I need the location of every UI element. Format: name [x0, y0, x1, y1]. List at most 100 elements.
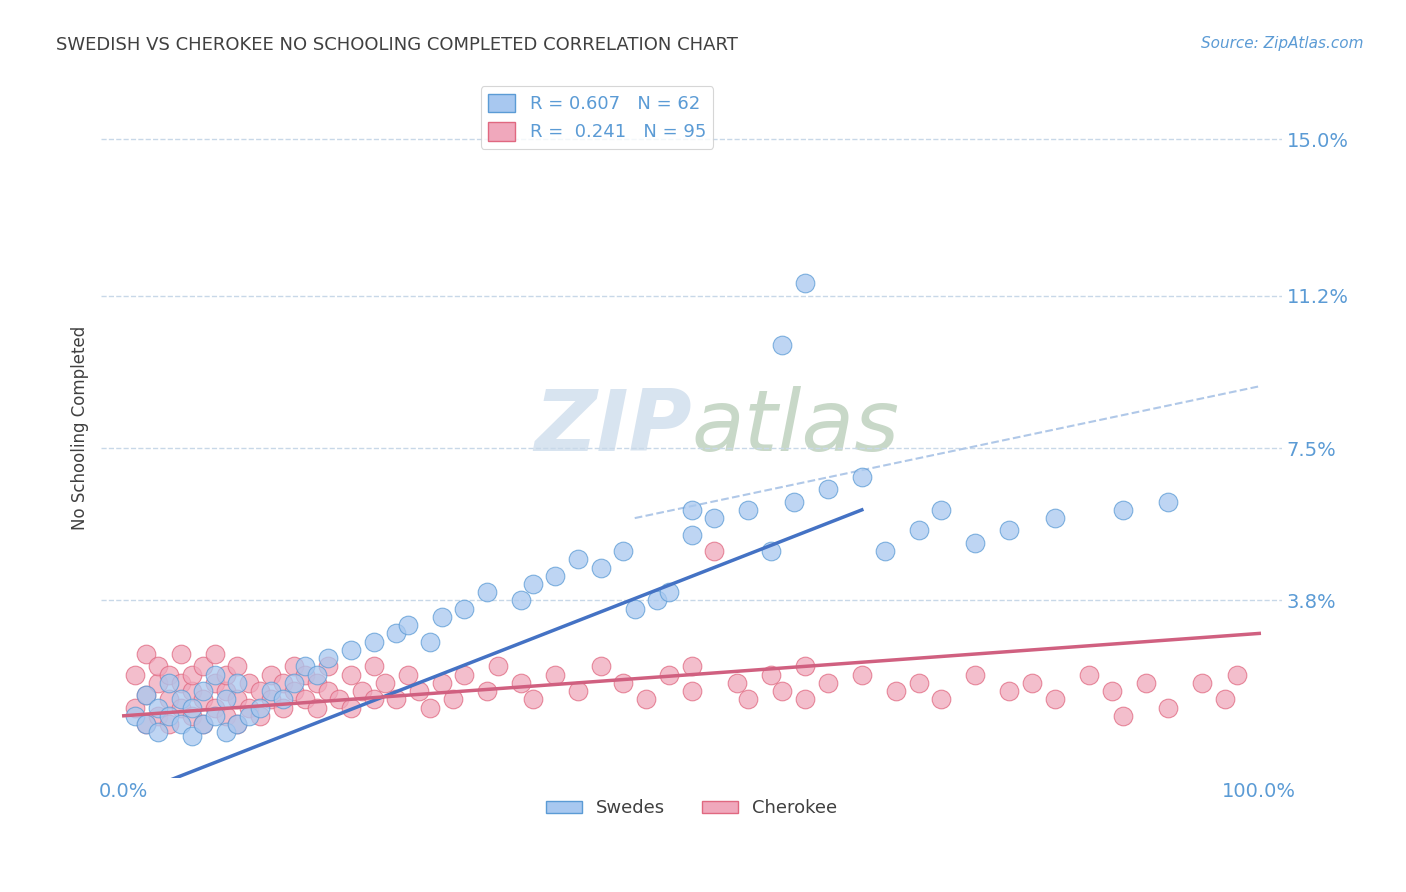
Point [681, 503, 703, 517]
Point [430, 610, 453, 624]
Point [260, 684, 283, 698]
Point [271, 692, 294, 706]
Point [135, 647, 157, 661]
Point [340, 700, 363, 714]
Point [238, 708, 260, 723]
Point [180, 700, 202, 714]
Point [146, 676, 169, 690]
Point [770, 338, 793, 352]
Point [294, 659, 316, 673]
Point [157, 667, 180, 681]
Point [636, 692, 658, 706]
Point [180, 684, 202, 698]
Point [316, 659, 339, 673]
Point [965, 536, 987, 550]
Point [1157, 700, 1180, 714]
Point [998, 524, 1021, 538]
Point [260, 667, 283, 681]
Point [475, 684, 498, 698]
Point [249, 684, 271, 698]
Point [283, 676, 305, 690]
Point [204, 700, 226, 714]
Point [226, 692, 249, 706]
Point [271, 676, 294, 690]
Point [169, 692, 191, 706]
Point [1101, 684, 1123, 698]
Point [146, 659, 169, 673]
Point [737, 692, 759, 706]
Point [305, 700, 328, 714]
Point [510, 593, 533, 607]
Point [204, 708, 226, 723]
Point [157, 692, 180, 706]
Point [737, 503, 759, 517]
Point [441, 692, 464, 706]
Y-axis label: No Schooling Completed: No Schooling Completed [72, 326, 89, 530]
Point [929, 692, 952, 706]
Point [430, 676, 453, 690]
Point [215, 684, 238, 698]
Point [396, 667, 419, 681]
Point [1021, 676, 1043, 690]
Point [193, 717, 215, 731]
Point [681, 659, 703, 673]
Point [794, 692, 817, 706]
Point [316, 651, 339, 665]
Point [169, 647, 191, 661]
Point [1043, 511, 1066, 525]
Point [385, 692, 408, 706]
Point [725, 676, 748, 690]
Point [135, 688, 157, 702]
Point [180, 667, 202, 681]
Point [283, 684, 305, 698]
Point [851, 667, 873, 681]
Point [510, 676, 533, 690]
Point [907, 676, 929, 690]
Point [929, 503, 952, 517]
Point [193, 717, 215, 731]
Point [294, 692, 316, 706]
Point [124, 700, 146, 714]
Point [226, 676, 249, 690]
Point [135, 688, 157, 702]
Point [612, 676, 634, 690]
Point [169, 676, 191, 690]
Point [817, 676, 839, 690]
Point [260, 692, 283, 706]
Point [408, 684, 430, 698]
Point [180, 730, 202, 744]
Point [783, 494, 806, 508]
Point [817, 483, 839, 497]
Point [770, 684, 793, 698]
Point [193, 684, 215, 698]
Point [544, 568, 567, 582]
Point [794, 277, 817, 291]
Point [193, 692, 215, 706]
Point [124, 667, 146, 681]
Point [522, 692, 544, 706]
Point [215, 692, 238, 706]
Point [124, 708, 146, 723]
Point [419, 634, 441, 648]
Point [488, 659, 510, 673]
Text: atlas: atlas [692, 386, 900, 469]
Point [340, 667, 363, 681]
Point [204, 667, 226, 681]
Point [703, 544, 725, 558]
Point [363, 634, 385, 648]
Point [146, 708, 169, 723]
Point [658, 667, 681, 681]
Point [238, 676, 260, 690]
Point [135, 717, 157, 731]
Point [249, 708, 271, 723]
Point [204, 676, 226, 690]
Point [1225, 667, 1247, 681]
Point [1191, 676, 1213, 690]
Point [204, 647, 226, 661]
Point [363, 692, 385, 706]
Point [453, 667, 475, 681]
Point [873, 544, 896, 558]
Point [965, 667, 987, 681]
Point [305, 667, 328, 681]
Point [623, 601, 645, 615]
